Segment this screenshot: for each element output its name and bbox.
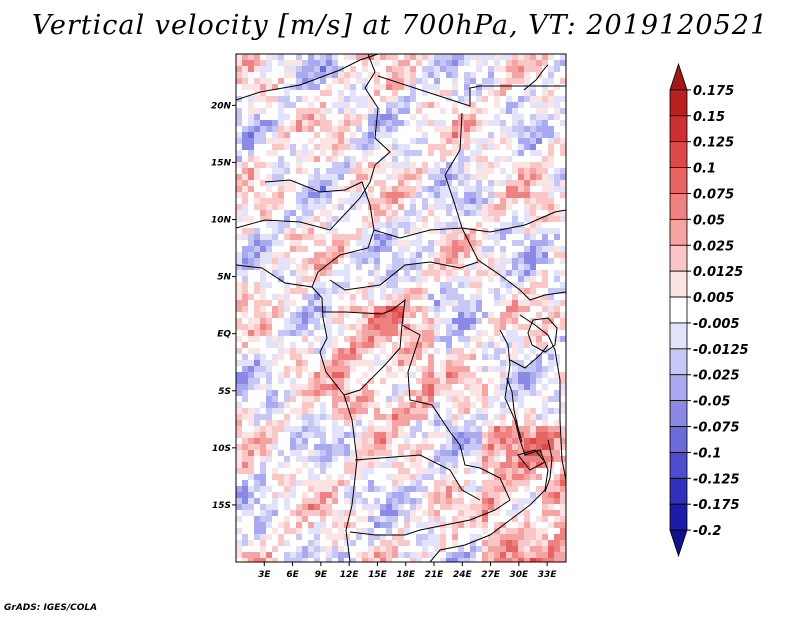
colorbar: 0.175 0.15 0.125 0.1 0.075 0.05 0.025 0.0125 0.0… (669, 62, 749, 558)
lat-label: 20N (211, 101, 232, 111)
colorbar-label: 0.0125 (693, 265, 743, 280)
colorbar-label: -0.05 (693, 395, 730, 410)
lon-label: 15E (368, 570, 388, 580)
colorbar-label: -0.005 (693, 317, 740, 332)
grads-credit: GrADS: IGES/COLA (4, 603, 98, 613)
lat-label: 15N (211, 158, 232, 168)
lon-label: 9E (315, 570, 328, 580)
border-line (329, 261, 479, 291)
border-line (519, 314, 566, 481)
lon-label: 30E (510, 570, 530, 580)
border-line (236, 54, 391, 231)
colorbar-label: 0.075 (693, 187, 734, 202)
lake (527, 317, 558, 353)
colorbar-label: -0.2 (693, 524, 721, 539)
border-line (509, 344, 549, 369)
lat-label: 10N (211, 216, 232, 226)
colorbar-swatch (669, 348, 688, 376)
colorbar-label: -0.125 (693, 472, 740, 487)
lon-label: 12E (340, 570, 360, 580)
colorbar-swatch (669, 400, 688, 427)
colorbar-swatch (669, 62, 688, 91)
map-frame (235, 53, 567, 563)
colorbar-label: -0.1 (693, 446, 721, 461)
colorbar-label: -0.025 (693, 369, 740, 384)
lat-label: 5N (217, 273, 231, 283)
colorbar-swatch (669, 374, 688, 402)
border-line (377, 75, 566, 107)
velocity-field (236, 54, 566, 562)
lake (517, 449, 546, 471)
border-line (264, 179, 375, 288)
coastline (236, 264, 358, 562)
colorbar-swatch (669, 167, 688, 194)
lon-label: 18E (396, 570, 416, 580)
border-line (429, 329, 549, 562)
colorbar-label: -0.075 (693, 421, 740, 436)
colorbar-swatch (669, 115, 688, 143)
lon-label: 21E (425, 570, 445, 580)
border-line (354, 454, 481, 501)
lon-label: 33E (538, 570, 558, 580)
colorbar-swatch (669, 322, 688, 350)
border-line (373, 227, 566, 301)
border-line (349, 324, 511, 536)
colorbar-label: 0.125 (693, 136, 734, 151)
map-title: Vertical velocity [m/s] at 700hPa, VT: 2… (31, 10, 769, 41)
colorbar-label: 0.175 (693, 84, 734, 99)
colorbar-label: 0.1 (693, 162, 716, 177)
lake (544, 439, 553, 493)
border-line (236, 54, 379, 101)
country-borders (236, 54, 566, 562)
border-line (322, 298, 406, 396)
lon-label: 3E (258, 570, 271, 580)
colorbar-swatch (669, 426, 688, 453)
colorbar-swatch (669, 270, 688, 298)
lat-label: 15S (212, 501, 231, 511)
colorbar-label: -0.175 (693, 498, 740, 513)
colorbar-label: 0.025 (693, 239, 734, 254)
colorbar-swatch (669, 477, 688, 505)
colorbar-swatch (669, 452, 688, 479)
lat-label: 5S (218, 387, 231, 397)
colorbar-swatch (669, 244, 688, 272)
lat-label: EQ (217, 330, 231, 340)
colorbar-swatch (669, 529, 688, 558)
colorbar-label: 0.005 (693, 291, 734, 306)
colorbar-swatch (669, 89, 688, 117)
lon-label: 27E (481, 570, 501, 580)
lon-label: 24E (453, 570, 473, 580)
colorbar-swatch (669, 141, 688, 168)
colorbar-label: 0.15 (693, 110, 725, 125)
colorbar-label: 0.05 (693, 213, 725, 228)
colorbar-swatch (669, 193, 688, 220)
lon-label: 6E (286, 570, 299, 580)
colorbar-swatch (669, 218, 688, 246)
colorbar-swatch (669, 296, 688, 324)
colorbar-swatch (669, 503, 688, 531)
coastline (523, 64, 549, 91)
colorbar-label: -0.0125 (693, 343, 749, 358)
lake (506, 377, 523, 443)
lat-label: 10S (212, 444, 231, 454)
